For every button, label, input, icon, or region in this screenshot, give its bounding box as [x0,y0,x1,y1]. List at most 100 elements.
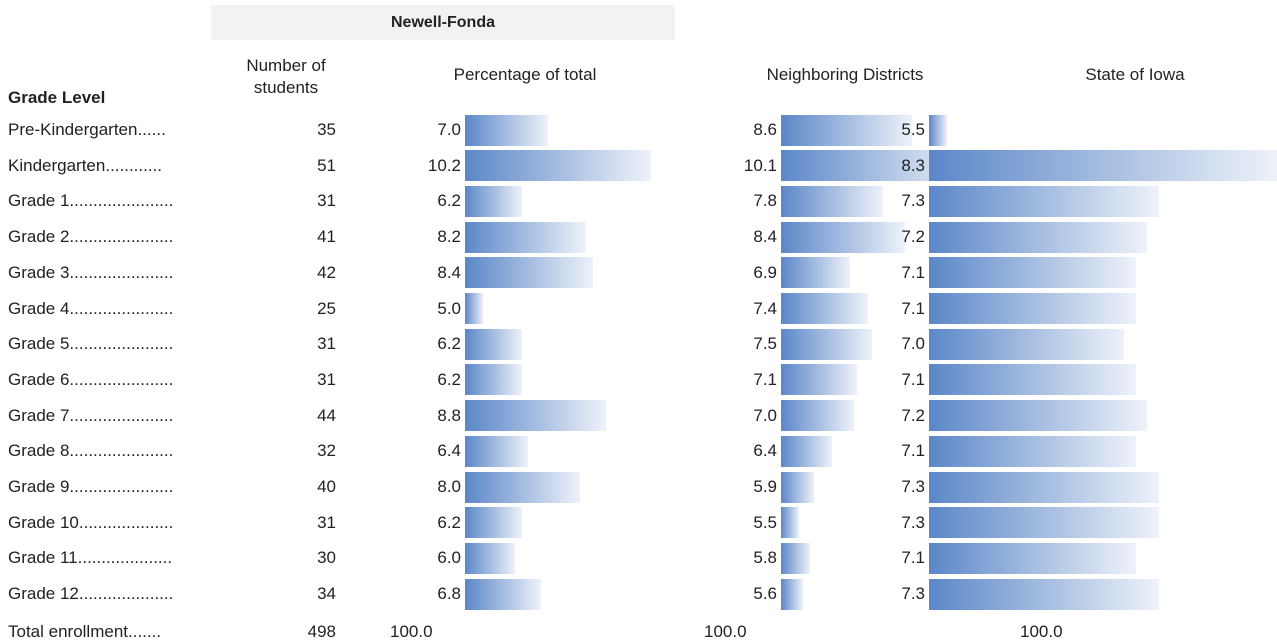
pct-value: 7.0 [753,405,777,425]
grade-label: Kindergarten............ [8,155,163,175]
data-bar [781,542,810,574]
pct-value: 7.1 [901,262,925,282]
students: 30 [317,548,336,568]
total-pct: 100.0 [390,622,433,641]
pct-value: 7.0 [901,334,925,354]
pct-value: 7.1 [901,441,925,461]
pct-value: 6.2 [437,512,461,532]
data-bar [465,471,580,503]
students: 42 [317,262,336,282]
data-bar [929,471,1160,503]
pct-value: 6.4 [753,441,777,461]
students: 34 [317,584,336,604]
pct-value: 8.4 [437,262,461,282]
grade-label: Grade 3...................... [8,262,174,282]
data-bar [929,542,1136,574]
col-percent: Percentage of total [453,65,597,84]
pct-value: 6.2 [437,334,461,354]
data-bar [929,400,1148,432]
pct-value: 6.9 [753,262,777,282]
data-bar [465,435,529,467]
students: 31 [317,512,336,532]
data-bar [929,257,1136,289]
data-bar [465,364,522,396]
pct-value: 8.8 [437,405,461,425]
grade-label: Grade 2...................... [8,227,174,247]
pct-value: 5.5 [753,512,777,532]
grade-label: Grade 9...................... [8,477,174,496]
pct-value: 5.9 [753,477,777,496]
group-header: Newell-Fonda [211,5,675,40]
col-students: Number of students [246,56,326,97]
data-bar [465,114,548,146]
total-label: Total enrollment....... [8,622,162,641]
students: 32 [317,441,336,461]
pct-value: 7.1 [901,369,925,389]
data-bar [465,400,606,432]
pct-value: 6.8 [437,584,461,604]
data-bar [781,578,803,610]
data-bar [929,114,947,146]
data-bar [465,185,522,217]
col-grade: Grade Level [8,88,106,107]
grade-label: Grade 11.................... [8,548,173,568]
students: 44 [317,405,336,425]
students: 31 [317,334,336,354]
pct-value: 7.3 [901,584,925,604]
pct-value: 7.0 [437,120,461,139]
students: 35 [317,120,336,139]
total-pct: 100.0 [704,622,747,641]
grade-label: Grade 7...................... [8,405,174,425]
col-iowa: State of Iowa [1085,65,1185,84]
students: 51 [317,155,336,175]
data-bar [781,114,913,146]
total-students: 498 [307,622,336,641]
students: 40 [317,477,336,496]
data-bar [781,328,873,360]
grade-label: Grade 1...................... [8,191,174,211]
pct-value: 7.1 [753,369,777,389]
pct-value: 7.3 [901,512,925,532]
grade-label: Grade 5...................... [8,334,174,354]
pct-value: 10.1 [743,155,777,175]
data-bar [465,150,651,182]
pct-value: 7.8 [753,191,777,211]
data-bar [929,435,1136,467]
data-bar [781,400,854,432]
pct-value: 7.3 [901,477,925,496]
data-bar [465,221,587,253]
pct-value: 6.0 [437,548,461,568]
students: 31 [317,369,336,389]
data-bar [465,578,542,610]
data-bar [929,221,1148,253]
data-bar [781,435,832,467]
grade-label: Grade 4...................... [8,298,174,318]
data-bar [781,507,799,539]
students: 31 [317,191,336,211]
pct-value: 7.1 [901,298,925,318]
data-bar [929,185,1160,217]
grade-label: Grade 6...................... [8,369,174,389]
data-bar [465,507,522,539]
data-bar [465,257,593,289]
pct-value: 8.6 [753,120,777,139]
total-pct: 100.0 [1020,622,1063,641]
data-bar [781,221,905,253]
pct-value: 7.2 [901,227,925,247]
data-bar [465,293,483,324]
data-bar [929,293,1136,324]
pct-value: 8.3 [901,155,925,175]
students: 41 [317,227,336,247]
pct-value: 8.2 [437,227,461,247]
data-bar [781,471,814,503]
col-neighbor: Neighboring Districts [766,65,924,84]
data-bar [465,542,516,574]
data-bar [781,185,883,217]
data-bar [929,328,1124,360]
data-bar [929,578,1160,610]
pct-value: 6.2 [437,191,461,211]
pct-value: 7.4 [753,298,777,318]
data-bar [781,293,869,324]
pct-value: 7.5 [753,334,777,354]
